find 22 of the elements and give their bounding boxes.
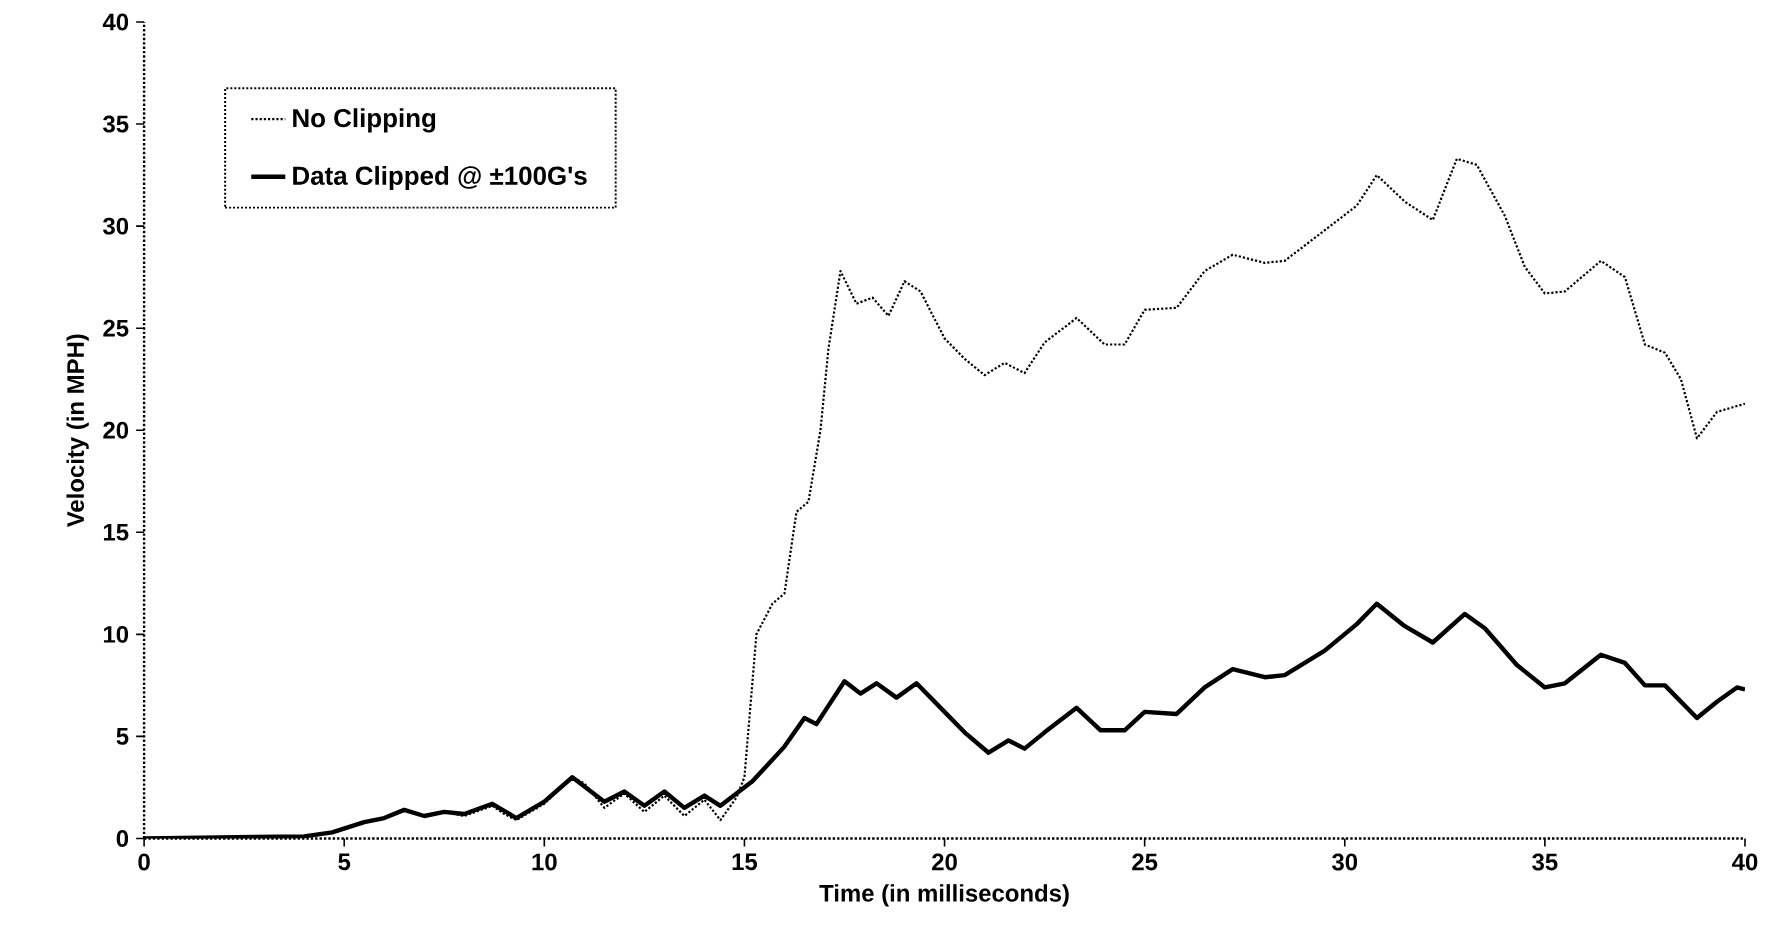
y-tick-label: 25 [103,319,129,337]
y-tick-label: 35 [103,115,129,133]
x-tick-label: 0 [138,853,150,871]
legend-label: No Clipping [293,108,436,133]
y-tick-label: 10 [103,626,129,644]
y-tick-label: 30 [103,217,129,235]
x-tick-label: 25 [1132,853,1158,871]
x-tick-label: 35 [1532,853,1558,871]
x-tick-label: 15 [732,853,758,871]
y-tick-label: 20 [103,422,129,439]
x-tick-label: 5 [338,853,351,871]
x-tick-label: 30 [1332,853,1358,871]
y-tick-label: 15 [103,524,129,541]
y-axis-title: Velocity (in MPH) [66,334,89,528]
y-tick-label: 0 [116,830,129,848]
y-tick-label: 5 [116,728,129,745]
x-tick-label: 10 [532,853,557,871]
x-axis-title: Time (in milliseconds) [819,884,1069,907]
x-tick-label: 40 [1732,853,1758,871]
x-tick-label: 20 [932,853,957,871]
y-tick-label: 40 [102,13,129,31]
legend-label: Data Clipped @ ±100G's [293,166,587,191]
